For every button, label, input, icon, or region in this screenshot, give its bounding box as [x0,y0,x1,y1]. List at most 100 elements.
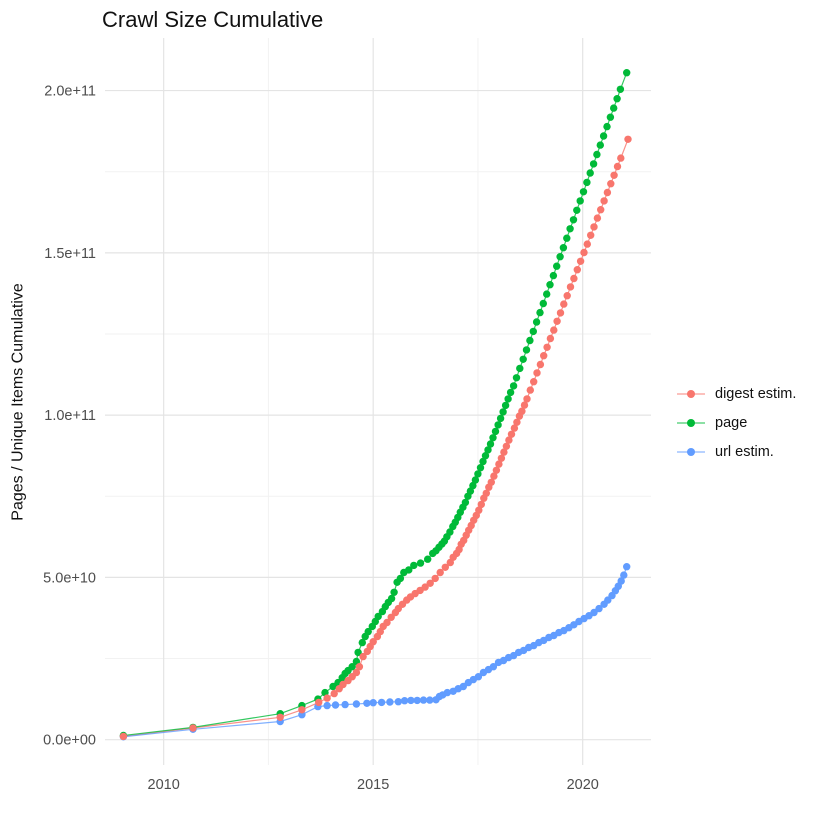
data-point [330,689,338,698]
data-point [476,464,485,472]
data-point [539,299,547,308]
data-point [383,618,391,627]
data-point [364,627,372,636]
data-point [617,154,625,162]
data-point [606,113,615,121]
data-point [355,663,364,671]
data-point [533,369,541,377]
data-point [529,327,537,336]
data-point [431,574,439,583]
data-point [583,178,591,187]
data-point [471,476,480,484]
data-point [560,300,568,308]
data-point [424,555,432,563]
data-point [482,489,490,497]
data-point [394,698,402,706]
legend-item: digest estim. [676,379,796,408]
legend: digest estim. page url estim. [676,379,796,466]
data-point [624,135,632,143]
data-point [583,240,591,248]
grid-minor [105,38,651,765]
data-point [487,478,495,486]
data-point [623,563,631,571]
data-point [497,454,506,462]
data-point [359,652,367,661]
data-point [580,248,588,257]
data-point [596,141,604,149]
data-point [499,408,507,416]
legend-label: page [715,414,748,431]
data-point [546,281,554,289]
data-point [331,701,340,709]
data-point [550,326,558,334]
series-line-digest-estim- [123,139,629,737]
data-point [466,487,475,495]
data-point [339,680,347,689]
data-point [553,317,561,325]
data-point [576,197,584,205]
data-point [486,440,495,448]
data-point [426,579,434,587]
data-point [603,188,612,197]
data-point [390,588,398,596]
y-tick-label: 0.0e+00 [43,733,96,749]
data-point [573,266,581,274]
legend-key-icon [677,389,705,398]
data-point [616,85,625,94]
data-point [536,360,545,369]
data-point [387,594,396,603]
data-point [617,577,625,585]
data-point [502,442,511,450]
data-point [363,699,371,707]
data-point [556,253,564,261]
data-point [587,231,595,239]
data-point [623,69,631,77]
data-point [589,160,598,168]
data-point [386,698,394,706]
data-point [436,568,444,577]
data-point [570,274,578,283]
data-point [443,688,451,697]
data-point [610,171,618,179]
y-tick-label: 1.0e+11 [44,408,96,424]
y-tick-label: 1.5e+11 [44,246,96,262]
data-point [484,446,492,454]
legend-key-icon [677,447,705,456]
data-point [516,364,524,373]
tick-labels: 2010 2015 2020 0.0e+00 5.0e+10 1.0e+11 1.5e+11… [43,84,599,793]
data-point [481,452,490,460]
data-point [479,457,487,466]
data-point [523,395,531,403]
data-point [410,561,418,570]
data-point [446,528,454,536]
data-point [323,701,331,710]
data-point [354,648,362,657]
data-point [348,663,356,671]
data-point [509,382,518,390]
data-point [352,700,361,708]
data-point [512,374,521,382]
data-point [522,346,531,354]
data-point [475,506,483,514]
data-point [599,132,608,140]
legend-item: page [676,408,796,437]
data-point [489,434,497,442]
data-point [613,95,621,103]
chart-title: Crawl Size Cumulative [102,7,324,32]
legend-key-dot [687,447,695,456]
legend-item: url estim. [676,437,796,466]
data-point [610,104,618,112]
data-point [593,150,601,159]
data-point [613,162,622,171]
data-point [549,271,558,280]
data-point [593,214,602,222]
data-point [495,460,503,468]
data-point [489,663,498,671]
legend-label: url estim. [715,443,774,460]
data-point [119,732,128,741]
legend-key-dot [687,389,695,398]
data-point [474,470,482,478]
data-point [563,234,571,242]
data-point [369,699,377,707]
data-point [491,427,500,436]
